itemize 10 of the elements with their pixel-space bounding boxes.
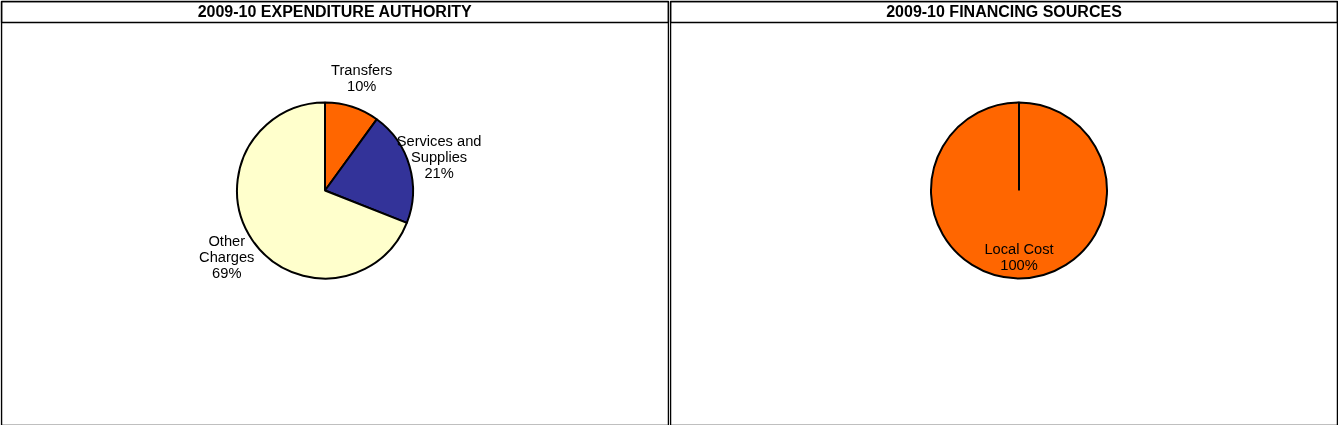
data-label: 10% — [347, 77, 377, 94]
slice-label: Transfers — [331, 61, 393, 78]
data-label: 21% — [424, 165, 454, 182]
data-label: 100% — [1000, 256, 1038, 273]
slice-label: Local Cost — [984, 240, 1054, 257]
data-label: 69% — [212, 265, 242, 282]
slice-label: Services and Supplies — [396, 133, 482, 166]
chart-title: 2009-10 FINANCING SOURCES — [886, 3, 1123, 20]
chart-title: 2009-10 EXPENDITURE AUTHORITY — [197, 3, 473, 20]
slice-label: Other Charges — [199, 233, 255, 266]
